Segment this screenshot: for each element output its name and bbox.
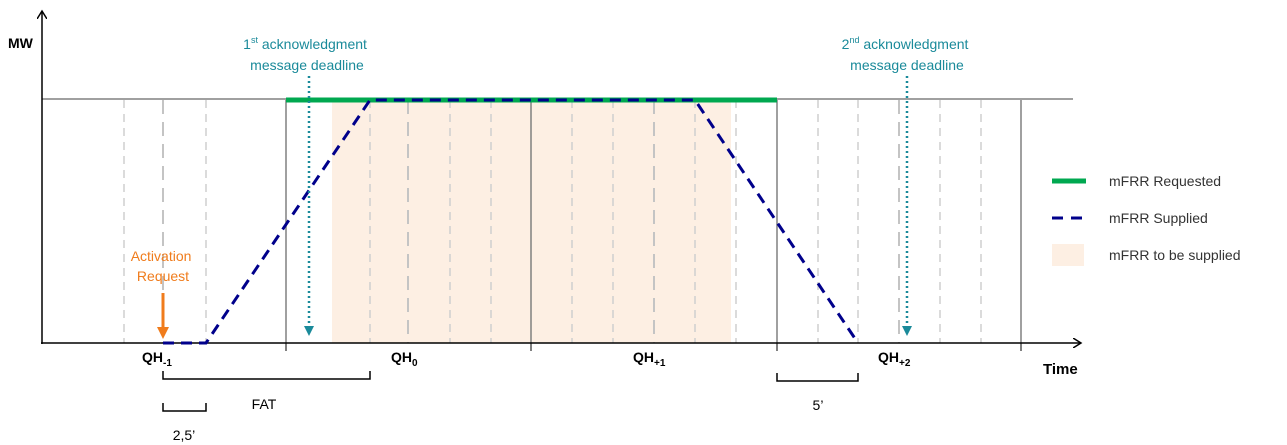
qh-minus1-label: QH-1 (142, 349, 172, 369)
ack1-deadline-label: 1st acknowledgment message deadline (243, 35, 371, 73)
minor-grid (123, 100, 982, 343)
legend-to-be-supplied-swatch (1052, 244, 1084, 266)
fat-label: FAT (252, 396, 277, 412)
legend-supplied-label: mFRR Supplied (1109, 210, 1208, 226)
interval-small-bracket (162, 403, 207, 412)
x-axis-ticks (285, 343, 1022, 351)
fat-bracket (162, 371, 371, 380)
activation-request-label: Activation Request (131, 248, 196, 284)
legend: mFRR Requested mFRR Supplied mFRR to be … (1052, 173, 1241, 266)
mfrr-supplied-line (163, 98, 860, 345)
interval-small-label: 2,5’ (173, 427, 196, 443)
interval-ramp-bracket (776, 373, 859, 382)
y-axis-label: MW (8, 35, 34, 51)
qh-plus2-label: QH+2 (878, 349, 911, 369)
x-axis-label: Time (1043, 361, 1078, 378)
ack2-deadline-label: 2nd acknowledgment message deadline (842, 35, 973, 73)
qh-plus1-label: QH+1 (633, 349, 666, 369)
interval-ramp-label: 5’ (813, 397, 824, 413)
quarter-hour-boundaries (285, 100, 1022, 343)
legend-to-be-supplied-label: mFRR to be supplied (1109, 247, 1241, 263)
qh-0-label: QH0 (391, 349, 418, 369)
legend-requested-label: mFRR Requested (1109, 173, 1221, 189)
